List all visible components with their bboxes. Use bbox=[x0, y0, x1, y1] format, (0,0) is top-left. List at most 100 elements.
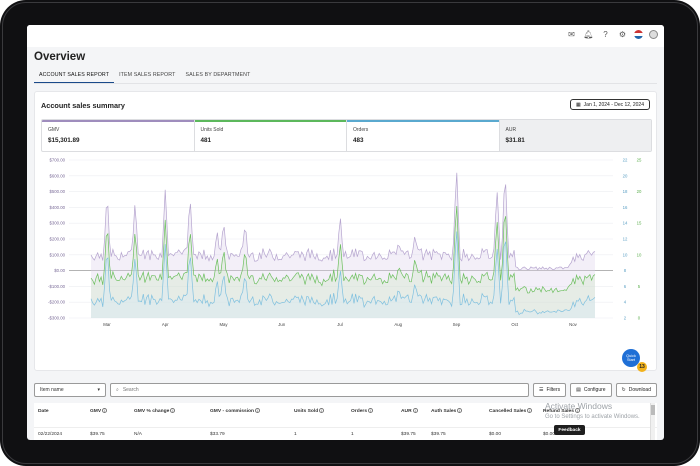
download-icon: ↻ bbox=[621, 387, 626, 393]
cell-auth-sales: $39.75 bbox=[431, 432, 446, 437]
info-icon[interactable]: i bbox=[574, 408, 580, 414]
metric-gmv-bar bbox=[42, 120, 194, 122]
page-title: Overview bbox=[34, 51, 86, 63]
x-axis-tick-label: Apr bbox=[162, 322, 169, 327]
download-button[interactable]: ↻ Download bbox=[615, 383, 657, 397]
bell-icon[interactable]: 🔔︎ bbox=[583, 30, 594, 39]
info-icon[interactable]: i bbox=[170, 408, 176, 414]
x-axis-tick-label: Mar bbox=[103, 322, 111, 327]
help-icon[interactable]: ? bbox=[603, 30, 608, 39]
x-axis-tick-label: Jul bbox=[337, 322, 343, 327]
info-icon[interactable]: i bbox=[102, 408, 108, 414]
y-axis-tick-label: -$300.00 bbox=[48, 316, 66, 321]
tab-sales-by-department[interactable]: SALES BY DEPARTMENT bbox=[185, 72, 251, 78]
info-icon[interactable]: i bbox=[527, 408, 533, 414]
metric-gmv[interactable]: GMV $15,301.89 bbox=[42, 120, 195, 151]
y-axis-tick-label: $700.00 bbox=[49, 158, 65, 163]
y-axis-tick-label: $100.00 bbox=[49, 252, 65, 257]
configure-button[interactable]: ▤ Configure bbox=[570, 383, 612, 397]
col-date[interactable]: Date bbox=[38, 408, 49, 414]
col-refund-sales[interactable]: Refund Sales i bbox=[543, 408, 599, 414]
table-scrollbar[interactable] bbox=[650, 403, 655, 440]
col-cancelled-sales[interactable]: Cancelled Sales i bbox=[489, 408, 543, 414]
y-axis-tick-label: -$100.00 bbox=[48, 284, 66, 289]
metric-gmv-label: GMV bbox=[48, 127, 60, 133]
right-axis-tick-label: 12 bbox=[623, 237, 628, 242]
col-units-sold[interactable]: Units Sold i bbox=[294, 408, 351, 414]
item-name-select[interactable]: Item name ▾ bbox=[34, 383, 106, 397]
orders-series-line bbox=[90, 231, 596, 316]
tab-item-sales-report[interactable]: ITEM SALES REPORT bbox=[119, 72, 176, 78]
settings-icon[interactable]: ⚙ bbox=[618, 30, 627, 39]
y-axis-tick-label: -$200.00 bbox=[48, 300, 66, 305]
scrollbar-thumb[interactable] bbox=[651, 405, 655, 415]
date-range-text: Jan 1, 2024 - Dec 12, 2024 bbox=[583, 101, 644, 108]
cell-gmv: $39.75 bbox=[90, 432, 105, 437]
top-bar: ✉ 🔔︎ ? ⚙ bbox=[27, 25, 664, 47]
us-flag-icon[interactable] bbox=[634, 30, 643, 39]
right-axis-tick-label: 6 bbox=[624, 284, 627, 289]
metric-aur-value: $31.81 bbox=[505, 137, 525, 144]
filters-button[interactable]: ☰ Filters bbox=[533, 383, 567, 397]
avatar-icon[interactable] bbox=[649, 30, 658, 39]
report-tabs: ACCOUNT SALES REPORT ITEM SALES REPORT S… bbox=[34, 70, 657, 84]
right-axis-2-tick-label: 25 bbox=[637, 158, 642, 163]
metric-gmv-value: $15,301.89 bbox=[48, 137, 80, 144]
info-icon[interactable]: i bbox=[255, 408, 261, 414]
metric-units-label: Units Sold bbox=[200, 127, 224, 133]
right-axis-tick-label: 16 bbox=[623, 205, 628, 210]
cell-gmv-change: N/A bbox=[134, 432, 142, 437]
y-axis-tick-label: $0.00 bbox=[54, 268, 65, 273]
calendar-icon: ▦ bbox=[575, 101, 581, 108]
tab-account-sales-report[interactable]: ACCOUNT SALES REPORT bbox=[34, 70, 115, 83]
metric-aur[interactable]: AUR $31.81 bbox=[499, 120, 651, 151]
y-axis-tick-label: $300.00 bbox=[49, 221, 65, 226]
metric-orders-bar bbox=[347, 120, 499, 122]
col-gmv-change[interactable]: GMV % change i bbox=[134, 408, 210, 414]
chevron-down-icon: ▾ bbox=[97, 387, 100, 393]
col-gmv[interactable]: GMV i bbox=[90, 408, 134, 414]
col-aur[interactable]: AUR i bbox=[401, 408, 431, 414]
quick-start-badge: 13 bbox=[637, 362, 647, 372]
y-axis-tick-label: $600.00 bbox=[49, 173, 65, 178]
info-icon[interactable]: i bbox=[368, 408, 374, 414]
x-axis-tick-label: Nov bbox=[569, 322, 577, 327]
right-axis-tick-label: 20 bbox=[623, 173, 628, 178]
col-gmv-commission[interactable]: GMV - commission i bbox=[210, 408, 294, 414]
x-axis-tick-label: Sep bbox=[453, 322, 461, 327]
date-range-picker[interactable]: ▦ Jan 1, 2024 - Dec 12, 2024 bbox=[569, 99, 650, 110]
quick-start-button[interactable]: Quick Start bbox=[622, 349, 640, 367]
sales-table: Date GMV i GMV % change i GMV - commission… bbox=[34, 403, 657, 440]
right-axis-tick-label: 8 bbox=[624, 268, 627, 273]
right-axis-2-tick-label: 0 bbox=[638, 316, 641, 321]
col-auth-sales[interactable]: Auth Sales i bbox=[431, 408, 489, 414]
search-placeholder: Search bbox=[122, 387, 139, 393]
cell-units-sold: 1 bbox=[294, 432, 297, 437]
info-icon[interactable]: i bbox=[319, 408, 325, 414]
search-input[interactable]: ⌕ Search bbox=[110, 383, 530, 397]
right-axis-tick-label: 14 bbox=[623, 221, 628, 226]
configure-icon: ▤ bbox=[576, 387, 581, 393]
x-axis-tick-label: Aug bbox=[394, 322, 402, 327]
activate-title: Activate Windows bbox=[545, 401, 613, 411]
y-axis-tick-label: $400.00 bbox=[49, 205, 65, 210]
summary-title: Account sales summary bbox=[41, 101, 125, 110]
right-axis-tick-label: 4 bbox=[624, 300, 627, 305]
quick-start-label: Quick Start bbox=[626, 354, 636, 362]
search-icon: ⌕ bbox=[116, 387, 119, 393]
mail-icon[interactable]: ✉ bbox=[568, 30, 575, 39]
col-orders[interactable]: Orders i bbox=[351, 408, 401, 414]
feedback-button[interactable]: Feedback bbox=[554, 425, 585, 435]
orders-series-area bbox=[91, 231, 595, 318]
metric-units-sold[interactable]: Units Sold 481 bbox=[194, 120, 347, 151]
metric-orders-label: Orders bbox=[353, 127, 369, 133]
metric-tiles: GMV $15,301.89 Units Sold 481 Orders 483… bbox=[41, 119, 652, 152]
metric-aur-label: AUR bbox=[505, 127, 517, 133]
right-axis-2-tick-label: 10 bbox=[637, 252, 642, 257]
info-icon[interactable]: i bbox=[412, 408, 418, 414]
metric-orders[interactable]: Orders 483 bbox=[347, 120, 500, 151]
info-icon[interactable]: i bbox=[457, 408, 463, 414]
configure-label: Configure bbox=[583, 387, 606, 393]
metric-units-bar bbox=[194, 120, 346, 122]
table-row[interactable]: 02/22/2024 $39.75 N/A $33.79 1 1 $39.75 … bbox=[34, 427, 657, 440]
